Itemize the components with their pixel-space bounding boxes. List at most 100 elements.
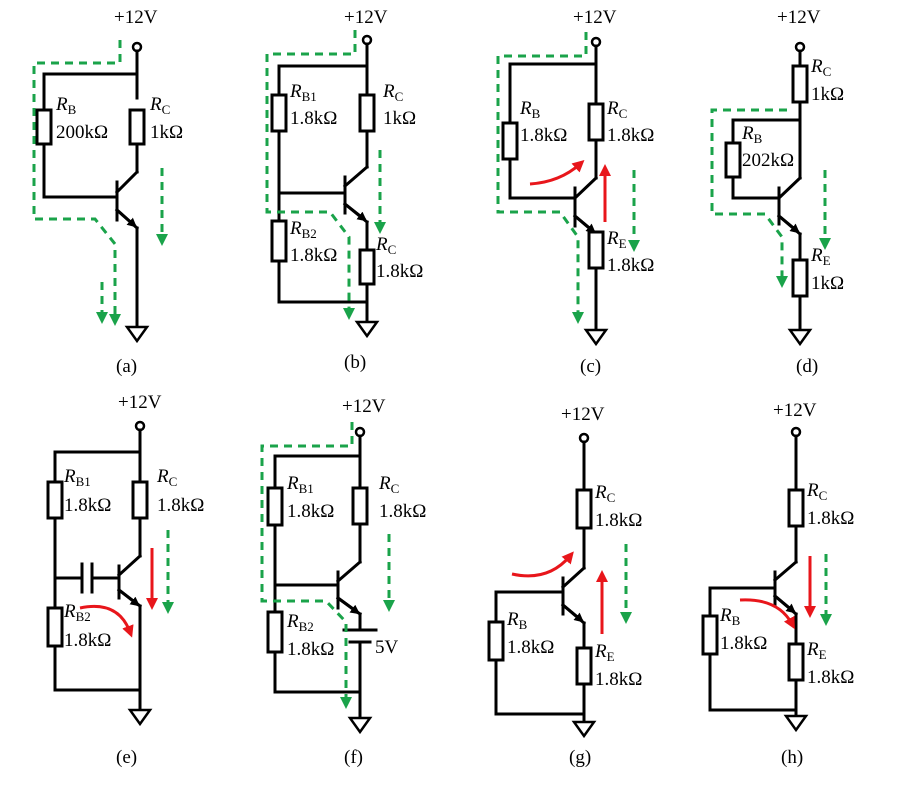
- rc-value: 1.8kΩ: [595, 510, 642, 531]
- re-label: RE: [806, 639, 827, 662]
- rc-label: RC: [806, 480, 827, 503]
- rc-value: 1kΩ: [383, 108, 416, 129]
- rb1-label: RB1: [286, 473, 314, 496]
- caption-b: (b): [344, 352, 366, 373]
- rb-label: RB: [506, 609, 528, 632]
- resistor-rb: [724, 141, 742, 179]
- ground-symbol: [783, 714, 809, 733]
- transistor-emitter: [116, 587, 141, 607]
- rb-label: RB: [519, 98, 541, 121]
- dc-current-path-base: [710, 108, 788, 288]
- re-value: 1.8kΩ: [607, 255, 654, 276]
- ground-symbol: [787, 328, 813, 347]
- resistor-re: [787, 642, 805, 682]
- rb2-value: 1.8kΩ: [287, 639, 334, 660]
- rb1-label: RB1: [289, 81, 317, 104]
- re-label: RE: [594, 641, 615, 664]
- wiring: [273, 434, 363, 720]
- ground-symbol: [127, 708, 153, 727]
- signal-arrow-base: [511, 551, 574, 578]
- rb2-label: RB2: [63, 601, 91, 624]
- wiring: [494, 440, 587, 724]
- resistor-re: [575, 646, 593, 686]
- resistor-re: [358, 248, 376, 286]
- rb1-value: 1.8kΩ: [64, 495, 111, 516]
- circuit-c: +12V RB 1.8kΩ RC 1.8kΩ RE 1.8kΩ (c): [496, 7, 654, 377]
- transistor-emitter: [114, 207, 137, 228]
- rc-label: RC: [149, 94, 170, 117]
- rb-label: RB: [719, 605, 741, 628]
- circuit-b: +12V RB1 1.8kΩ RC 1kΩ RB2 1.8kΩ RC 1.8kΩ…: [265, 7, 423, 373]
- rc-value: 1.8kΩ: [607, 125, 654, 146]
- resistor-rb2: [266, 610, 284, 654]
- re-label: RE: [606, 228, 627, 251]
- resistor-re: [587, 230, 605, 270]
- caption-f: (f): [344, 747, 363, 768]
- dc-current-path-base: [265, 30, 357, 320]
- rb-value: 1.8kΩ: [520, 125, 567, 146]
- re-value: 1kΩ: [811, 273, 844, 294]
- supply-label: +12V: [561, 404, 605, 425]
- supply-label: +12V: [118, 392, 162, 413]
- re-value: 1.8kΩ: [595, 669, 642, 690]
- rc-value: 1.8kΩ: [379, 501, 426, 522]
- caption-h: (h): [781, 747, 803, 768]
- circuit-a: +12V RB 200kΩ RC 1kΩ (a): [32, 7, 183, 377]
- supply-label: +12V: [573, 7, 617, 28]
- wiring: [42, 49, 140, 329]
- rb-value: 1.8kΩ: [720, 633, 767, 654]
- ground-symbol: [124, 325, 150, 344]
- resistor-rc: [791, 64, 809, 104]
- resistor-rb1: [266, 486, 284, 527]
- circuit-f: +12V RB1 1.8kΩ RC 1.8kΩ RB2 1.8kΩ 5V (f): [260, 396, 426, 768]
- rc-value: 1.8kΩ: [157, 495, 204, 516]
- dc-current-path-base: [260, 422, 354, 709]
- supply-label: +12V: [777, 7, 821, 28]
- rb2-value: 1.8kΩ: [290, 245, 337, 266]
- supply-label: +12V: [342, 396, 386, 417]
- resistor-rc: [358, 93, 376, 133]
- rb1-value: 1.8kΩ: [290, 108, 337, 129]
- rb1-value: 1.8kΩ: [287, 501, 334, 522]
- rc-label: RC: [594, 482, 615, 505]
- ground-symbol: [571, 720, 597, 739]
- resistor-rc: [128, 108, 146, 146]
- rb-value: 202kΩ: [742, 150, 794, 171]
- resistor-rc: [575, 488, 593, 530]
- dc-current-path-base: [496, 32, 588, 324]
- resistor-rb: [487, 620, 505, 662]
- rb-label: RB: [55, 94, 77, 117]
- rc-value: 1.8kΩ: [807, 508, 854, 529]
- rc-label: RC: [810, 56, 831, 79]
- caption-a: (a): [116, 356, 137, 377]
- rb-value: 1.8kΩ: [507, 637, 554, 658]
- resistor-rb: [35, 108, 53, 146]
- resistor-rb1: [46, 480, 64, 520]
- rb2-label: RB2: [289, 218, 317, 241]
- caption-d: (d): [796, 356, 818, 377]
- re-value: 1.8kΩ: [807, 667, 854, 688]
- resistor-rc: [131, 480, 149, 520]
- circuit-e: +12V RB1 1.8kΩ RC 1.8kΩ RB2 1.8kΩ (e): [46, 392, 204, 768]
- transistor-emitter: [572, 213, 596, 234]
- transistor-emitter: [772, 593, 796, 614]
- signal-arrow-base: [79, 604, 134, 638]
- circuit-h: +12V RC 1.8kΩ RB 1.8kΩ RE 1.8kΩ (h): [701, 400, 854, 768]
- resistor-rc: [351, 486, 369, 526]
- resistor-rb2: [46, 606, 64, 648]
- re-label: RC: [375, 234, 396, 257]
- ground-symbol: [354, 320, 380, 339]
- ground-symbol: [583, 328, 609, 347]
- ground-symbol: [347, 716, 373, 735]
- rc-label: RC: [382, 81, 403, 104]
- resistor-rb1: [270, 93, 288, 133]
- caption-c: (c): [580, 356, 601, 377]
- rc-value: 1kΩ: [811, 84, 844, 105]
- re-label: RE: [810, 245, 831, 268]
- supply-label: +12V: [773, 400, 817, 421]
- transistor-emitter: [335, 595, 361, 615]
- rc-label: RC: [606, 98, 627, 121]
- supply-label: +12V: [114, 7, 158, 28]
